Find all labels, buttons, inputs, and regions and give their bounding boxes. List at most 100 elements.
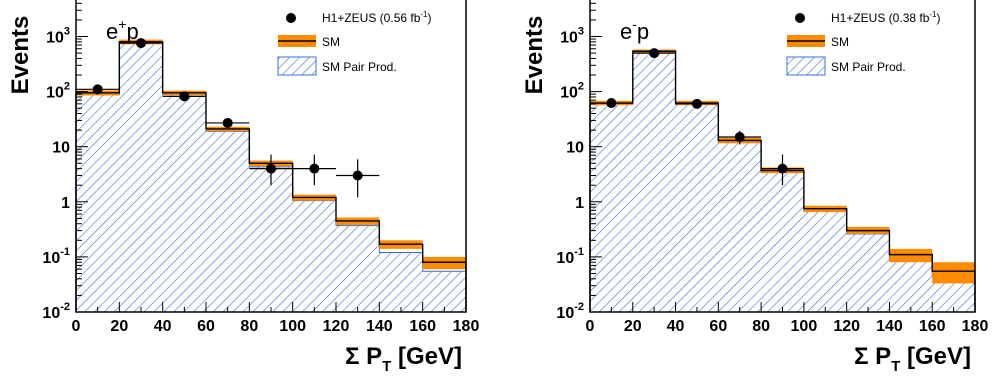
- x-tick-label: 40: [154, 318, 172, 335]
- pair-prod-bin: [206, 131, 250, 312]
- pair-prod-bin: [336, 225, 380, 312]
- y-tick-base: 10: [556, 305, 574, 322]
- data-point: [649, 48, 660, 59]
- y-tick-exponent: -1: [60, 246, 70, 258]
- y-tick-label: 10-1: [556, 246, 584, 267]
- beam-target: p: [637, 19, 649, 44]
- pair-prod-bin: [119, 42, 163, 312]
- x-axis-title-main: Σ P: [345, 343, 382, 370]
- data-point: [92, 84, 103, 95]
- x-tick-label: 80: [240, 318, 258, 335]
- y-tick-label: 10: [566, 140, 584, 157]
- y-tick-base: 1: [61, 195, 70, 212]
- legend-data-close: ): [428, 11, 432, 25]
- x-tick-label: 20: [110, 318, 128, 335]
- data-point: [691, 98, 702, 109]
- beam-base: e: [106, 19, 118, 44]
- data-point: [309, 163, 320, 174]
- y-tick-base: 10: [42, 305, 60, 322]
- x-axis-title-main: Σ P: [854, 343, 891, 370]
- y-tick-exponent: 3: [64, 26, 70, 38]
- legend-sm-label: SM: [831, 35, 849, 49]
- beam-label: e+p: [106, 16, 139, 44]
- data-point: [352, 170, 363, 181]
- y-tick-label: 102: [46, 81, 70, 102]
- y-tick-label: 102: [560, 81, 584, 102]
- pair-prod-bin: [761, 172, 804, 312]
- legend-data-exponent: -1: [929, 10, 937, 19]
- y-tick-label: 1: [575, 195, 584, 212]
- y-axis-title: Events: [7, 16, 34, 95]
- x-axis-title: Σ PT [GeV]: [345, 343, 462, 375]
- legend: H1+ZEUS (0.38 fb-1) SM SM Pair Prod.: [786, 10, 941, 76]
- x-tick-label: 100: [279, 318, 306, 335]
- sm-band-bin: [422, 256, 466, 270]
- pair-prod-bin: [76, 94, 120, 312]
- y-tick-base: 10: [42, 250, 60, 267]
- x-tick-label: 20: [624, 318, 642, 335]
- beam-target: p: [126, 19, 138, 44]
- y-tick-label: 10: [52, 140, 70, 157]
- y-axis-title: Events: [521, 16, 548, 95]
- pair-prod-bin: [718, 142, 762, 312]
- data-point: [777, 163, 788, 174]
- legend-pair-label: SM Pair Prod.: [322, 60, 397, 74]
- legend: H1+ZEUS (0.56 fb-1) SM SM Pair Prod.: [277, 10, 432, 76]
- chart-panel-eplus-p: 0 20 40 60 80 100 120 140 160 18010310210110-110-…: [7, 0, 479, 375]
- x-tick-label: 120: [833, 318, 860, 335]
- y-tick-exponent: 2: [64, 81, 70, 93]
- legend-data-exponent: -1: [420, 10, 428, 19]
- y-tick-base: 10: [560, 30, 578, 47]
- x-tick-label: 180: [962, 318, 989, 335]
- y-tick-base: 10: [560, 85, 578, 102]
- y-tick-base: 1: [575, 195, 584, 212]
- x-tick-label: 160: [919, 318, 946, 335]
- x-axis-title-unit: [GeV]: [900, 343, 971, 370]
- pair-prod-bin: [590, 104, 633, 313]
- legend-data-marker: [795, 13, 805, 23]
- data-point: [734, 132, 745, 143]
- y-tick-label: 10-2: [42, 301, 70, 322]
- y-tick-exponent: -2: [60, 301, 70, 313]
- y-tick-base: 10: [46, 85, 64, 102]
- y-tick-exponent: -1: [574, 246, 584, 258]
- pair-prod-bin: [379, 252, 423, 312]
- data-point: [136, 38, 146, 49]
- sm-band-bin: [889, 248, 933, 263]
- legend-pair-swatch: [277, 56, 317, 76]
- x-axis-title-sub: T: [891, 358, 900, 375]
- x-tick-label: 180: [453, 318, 480, 335]
- beam-base: e: [620, 19, 632, 44]
- x-tick-label: 160: [409, 318, 436, 335]
- y-tick-label: 10-1: [42, 246, 70, 267]
- x-tick-label: 0: [72, 318, 81, 335]
- x-tick-label: 40: [667, 318, 685, 335]
- data-point: [179, 91, 190, 102]
- beam-charge: +: [118, 16, 126, 32]
- beam-charge: -: [632, 16, 637, 32]
- data-point: [266, 163, 276, 174]
- y-tick-base: 10: [556, 250, 574, 267]
- pair-prod-bin: [675, 104, 719, 313]
- beam-label: e-p: [620, 16, 649, 44]
- legend-data-name: H1+ZEUS (0.38 fb: [831, 11, 930, 25]
- y-tick-exponent: 2: [578, 81, 584, 93]
- x-axis-title-sub: T: [382, 358, 391, 375]
- data-point: [606, 98, 617, 109]
- legend-data-label: H1+ZEUS (0.56 fb-1): [322, 10, 432, 25]
- x-tick-label: 60: [709, 318, 727, 335]
- y-tick-base: 10: [566, 140, 584, 157]
- data-point: [222, 117, 233, 128]
- legend-pair-label: SM Pair Prod.: [831, 60, 906, 74]
- y-tick-label: 10-2: [556, 301, 584, 322]
- x-tick-label: 120: [323, 318, 350, 335]
- legend-pair-swatch: [786, 56, 826, 76]
- legend-data-label: H1+ZEUS (0.38 fb-1): [831, 10, 941, 25]
- y-tick-exponent: 3: [578, 26, 584, 38]
- sm-band-bin: [932, 262, 975, 284]
- chart-panel-eminus-p: 0 20 40 60 80 100 120 140 160 18010310210110-110-…: [521, 0, 988, 375]
- pair-prod-bin: [632, 52, 676, 312]
- x-tick-label: 0: [586, 318, 595, 335]
- pair-prod-bin: [292, 200, 336, 312]
